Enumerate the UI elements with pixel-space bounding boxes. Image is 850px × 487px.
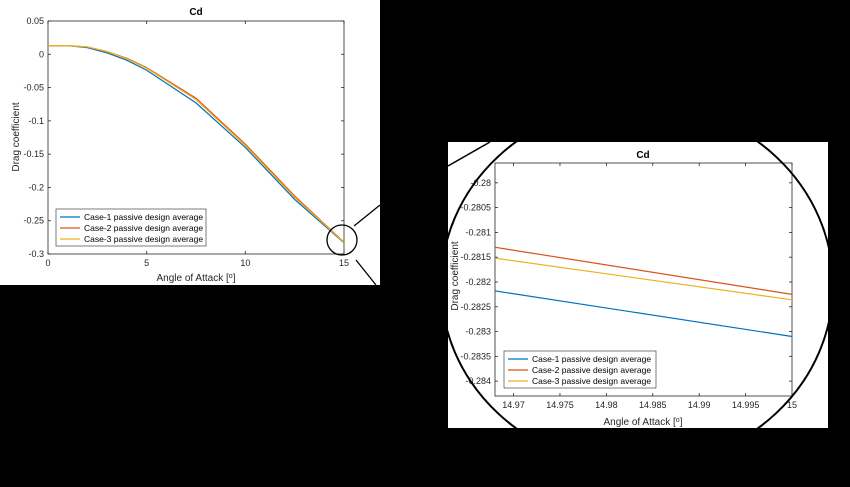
c1-ytick-label: -0.1: [28, 116, 44, 126]
c2-legend-label-2: Case-2 passive design average: [532, 365, 651, 375]
c1-ytick-label: -0.05: [23, 83, 44, 93]
zoom-connector-bottom: [355, 259, 377, 286]
zoom-chart-xlabel-text: Angle of Attack [: [604, 417, 676, 428]
zoom-chart-series: [494, 246, 793, 338]
c1-ytick-label: -0.2: [28, 182, 44, 192]
zoom-chart-ticks: 14.97 14.975 14.98 14.985 14.99 14.995 15 -0.28…: [460, 163, 797, 410]
c1-ytick-label: -0.15: [23, 149, 44, 159]
c2-xtick-label: 14.975: [546, 400, 574, 410]
c2-ytick-label: -0.2805: [460, 203, 491, 213]
c2-series-line-3: [494, 257, 793, 301]
zoom-lens-connector: [448, 142, 491, 167]
main-chart-ticks: 0 5 10 15 0.05 0 -0.05 -0.1 -0.15 -0.2 -0.25 -0.3: [23, 16, 349, 268]
c2-ytick-label: -0.282: [465, 277, 491, 287]
zoom-chart-ylabel: Drag coefficient: [450, 241, 461, 311]
c2-ytick-label: -0.2825: [460, 302, 491, 312]
c1-legend-box: [55, 208, 207, 247]
zoom-chart: Cd 14.97 14.975 14.98 14.985 14.99 14.995 15 -0…: [448, 142, 828, 428]
zoom-connector-top: [353, 204, 381, 227]
main-chart: Cd 0 5 10 15 0.05 0 -0.05 -0.1 -0.15 -0.2 -0.25 -0.…: [0, 0, 380, 285]
zoom-chart-title: Cd: [636, 150, 649, 161]
c2-ytick-label: -0.283: [465, 327, 491, 337]
c2-xtick-label: 14.985: [639, 400, 667, 410]
c1-ytick-label: -0.25: [23, 216, 44, 226]
c2-ytick-label: -0.2815: [460, 252, 491, 262]
c1-series-line-3: [48, 45, 345, 243]
c2-series-line-1: [494, 290, 793, 338]
main-chart-xlabel-unit: o: [229, 273, 233, 280]
c1-ytick-label: 0.05: [26, 16, 44, 26]
c2-xtick-label: 14.98: [595, 400, 618, 410]
zoom-lens: [448, 142, 828, 428]
c2-series-line-2: [494, 246, 793, 295]
zoom-circle: [326, 224, 358, 256]
c2-ytick-label: -0.284: [465, 376, 491, 386]
c2-legend-label-1: Case-1 passive design average: [532, 354, 651, 364]
c2-legend-label-3: Case-3 passive design average: [532, 376, 651, 386]
main-chart-series: [48, 45, 345, 244]
main-chart-title: Cd: [189, 7, 202, 18]
c1-xtick-label: 0: [45, 258, 50, 268]
zoom-indicator: [326, 204, 381, 286]
c2-xtick-label: 15: [787, 400, 797, 410]
c1-xtick-label: 5: [144, 258, 149, 268]
c2-xtick-label: 14.97: [502, 400, 525, 410]
c2-legend-box: [503, 350, 657, 389]
main-chart-xlabel-close: ]: [233, 273, 236, 284]
main-chart-xlabel: Angle of Attack [o]: [157, 273, 236, 284]
c1-legend-label-3: Case-3 passive design average: [84, 234, 203, 244]
c2-ytick-label: -0.28: [470, 178, 491, 188]
c1-ytick-label: 0: [39, 49, 44, 59]
c2-xtick-label: 14.995: [732, 400, 760, 410]
zoom-chart-xlabel-unit: o: [676, 417, 680, 424]
c1-legend-label-1: Case-1 passive design average: [84, 212, 203, 222]
c1-xtick-label: 15: [339, 258, 349, 268]
c1-xtick-label: 10: [240, 258, 250, 268]
main-chart-xlabel-text: Angle of Attack [: [157, 273, 229, 284]
zoom-chart-xlabel: Angle of Attack [o]: [604, 417, 683, 428]
main-chart-ylabel: Drag coefficient: [11, 102, 22, 172]
zoom-chart-xlabel-close: ]: [680, 417, 683, 428]
c2-ytick-label: -0.2835: [460, 351, 491, 361]
c1-legend-label-2: Case-2 passive design average: [84, 223, 203, 233]
c2-ytick-label: -0.281: [465, 227, 491, 237]
c1-ytick-label: -0.3: [28, 249, 44, 259]
c2-xtick-label: 14.99: [688, 400, 711, 410]
